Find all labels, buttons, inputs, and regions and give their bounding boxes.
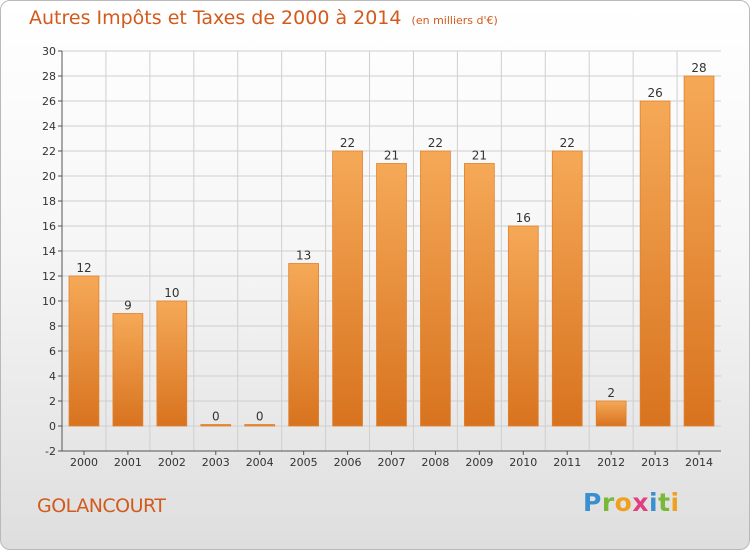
y-tick-label: 26	[42, 95, 56, 108]
y-tick-label: 18	[42, 195, 56, 208]
logo-letter: P	[583, 488, 602, 517]
data-label: 0	[212, 410, 220, 424]
bar	[332, 150, 363, 427]
x-tick-label: 2005	[290, 456, 318, 469]
data-label: 2	[607, 386, 615, 400]
data-label: 22	[560, 136, 575, 150]
data-label: 0	[256, 410, 264, 424]
y-tick-label: 10	[42, 295, 56, 308]
x-tick-label: 2002	[158, 456, 186, 469]
y-tick-label: 28	[42, 70, 56, 83]
bar	[200, 424, 232, 427]
y-tick-label: 0	[49, 420, 56, 433]
data-label: 28	[691, 61, 706, 75]
proxiti-logo: Proxiti	[583, 488, 680, 517]
x-tick-label: 2011	[553, 456, 581, 469]
bar	[244, 424, 276, 427]
data-label: 16	[516, 211, 531, 225]
x-tick-label: 2013	[641, 456, 669, 469]
logo-letter: i	[670, 488, 680, 517]
x-tick-label: 2014	[685, 456, 713, 469]
y-tick-label: 30	[42, 45, 56, 58]
data-label: 12	[76, 261, 91, 275]
bar	[420, 150, 451, 427]
logo-letter: t	[658, 488, 671, 517]
data-label: 10	[164, 286, 179, 300]
bar	[68, 275, 100, 427]
data-label: 26	[647, 86, 662, 100]
y-tick-label: 2	[49, 395, 56, 408]
bar	[595, 400, 627, 427]
logo-letter: o	[614, 488, 633, 517]
y-tick-label: 24	[42, 120, 56, 133]
chart-title-text: Autres Impôts et Taxes de 2000 à 2014	[29, 7, 402, 29]
y-tick-label: 20	[42, 170, 56, 183]
data-label: 21	[472, 149, 487, 163]
x-tick-label: 2001	[114, 456, 142, 469]
bar	[551, 150, 583, 427]
x-tick-label: 2004	[246, 456, 274, 469]
data-label: 22	[340, 136, 355, 150]
bar	[507, 225, 539, 427]
y-tick-label: 22	[42, 145, 56, 158]
bar	[156, 300, 188, 427]
y-tick-label: 14	[42, 245, 56, 258]
bar	[376, 163, 407, 427]
chart-unit: (en milliers d'€)	[411, 14, 498, 27]
x-tick-label: 2010	[509, 456, 537, 469]
data-label: 22	[428, 136, 443, 150]
logo-letter: x	[632, 488, 649, 517]
logo-letter: i	[649, 488, 659, 517]
bar	[112, 313, 144, 427]
x-tick-label: 2012	[597, 456, 625, 469]
bar	[288, 263, 319, 427]
y-tick-label: 16	[42, 220, 56, 233]
x-tick-label: 2006	[334, 456, 362, 469]
y-tick-label: 8	[49, 320, 56, 333]
y-tick-label: 6	[49, 345, 56, 358]
data-label: 21	[384, 149, 399, 163]
bar	[639, 100, 671, 427]
data-label: 13	[296, 249, 311, 263]
chart-title: Autres Impôts et Taxes de 2000 à 2014 (e…	[29, 7, 498, 29]
y-tick-label: -2	[45, 445, 56, 458]
x-tick-label: 2003	[202, 456, 230, 469]
commune-name: GOLANCOURT	[37, 495, 166, 517]
data-label: 9	[124, 299, 132, 313]
logo-letter: r	[601, 488, 615, 517]
x-tick-label: 2007	[378, 456, 406, 469]
x-tick-label: 2008	[421, 456, 449, 469]
x-tick-label: 2000	[70, 456, 98, 469]
bar	[464, 163, 495, 427]
y-tick-label: 12	[42, 270, 56, 283]
y-tick-label: 4	[49, 370, 56, 383]
x-tick-label: 2009	[465, 456, 493, 469]
bar	[683, 75, 715, 427]
